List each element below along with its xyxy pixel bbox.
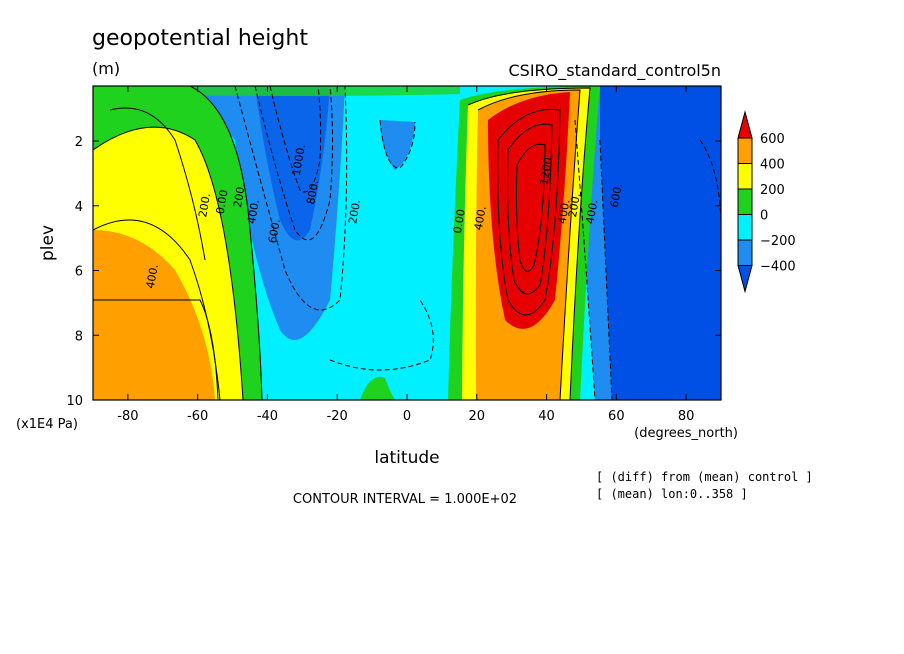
- x-tick-label: -80: [117, 409, 138, 424]
- contour-label: 200.: [566, 192, 583, 218]
- contour-label: 400.: [583, 198, 600, 224]
- contour-label: 200.: [196, 192, 213, 218]
- y-axis-ticks: 2 4 6 8 10: [66, 135, 721, 409]
- contour-label: 600.: [608, 182, 625, 208]
- contour-label: 400.: [144, 263, 161, 289]
- contour-label: 1200.: [537, 153, 555, 186]
- contour-label: 600.: [266, 218, 283, 244]
- contour-field: [93, 86, 721, 400]
- x-tick-label: -40: [257, 409, 278, 424]
- y-tick-label: 6: [75, 265, 83, 280]
- x-tick-label: 0: [403, 409, 411, 424]
- chart-units: (m): [92, 59, 120, 78]
- contour-label: 200.: [231, 182, 248, 208]
- colorbar-min-arrow: [737, 265, 753, 294]
- y-axis-label: plev: [38, 225, 58, 261]
- contour-label: 0.00: [214, 189, 231, 215]
- colorbar-swatch: [737, 214, 753, 241]
- x-tick-label: 60: [608, 409, 625, 424]
- x-tick-label: 80: [678, 409, 695, 424]
- contour-label: 800.: [304, 179, 321, 205]
- colorbar-label: 200: [760, 183, 785, 198]
- colorbar-label: 600: [760, 132, 785, 147]
- contour-label: 200.: [346, 198, 363, 224]
- x-axis-units: (degrees_north): [634, 426, 738, 441]
- contour-label: 1000.: [290, 143, 308, 176]
- colorbar-label: −400: [760, 260, 796, 275]
- y-tick-label: 2: [75, 135, 83, 150]
- x-tick-label: 40: [538, 409, 555, 424]
- x-tick-label: -60: [187, 409, 208, 424]
- x-tick-label: -20: [327, 409, 348, 424]
- colorbar-label: −200: [760, 234, 796, 249]
- colorbar: 600 400 200 0 −200 −400: [737, 110, 796, 294]
- chart-subtitle-right: CSIRO_standard_control5n: [508, 61, 721, 81]
- colorbar-label: 0: [760, 209, 768, 224]
- contour-interval-text: CONTOUR INTERVAL = 1.000E+02: [293, 492, 517, 507]
- x-axis-label: latitude: [374, 448, 439, 468]
- note-diff: [ (diff) from (mean) control ]: [596, 470, 813, 484]
- colorbar-swatch: [737, 137, 753, 164]
- y-tick-label: 8: [75, 329, 83, 344]
- colorbar-label: 400: [760, 158, 785, 173]
- chart-title: geopotential height: [92, 26, 308, 51]
- contour-label: 400.: [472, 205, 489, 231]
- x-axis-ticks: -80 -60 -40 -20 0 20 40 60 80: [117, 86, 694, 424]
- note-mean: [ (mean) lon:0..358 ]: [596, 487, 748, 501]
- colorbar-swatch: [737, 239, 753, 266]
- y-tick-label: 4: [75, 200, 83, 215]
- contour-label: 400.: [556, 198, 573, 224]
- contour-labels: 400.200. 0.00 200.400.600.1000.800.200. 0.0…: [144, 143, 625, 289]
- y-tick-label: 10: [66, 394, 83, 409]
- x-tick-label: 20: [469, 409, 486, 424]
- colorbar-swatch: [737, 188, 753, 215]
- colorbar-swatch: [737, 163, 753, 190]
- contour-label: 0.00: [451, 208, 468, 234]
- colorbar-max-arrow: [737, 110, 753, 139]
- y-axis-units: (x1E4 Pa): [16, 417, 78, 432]
- contour-label: 400.: [245, 198, 262, 224]
